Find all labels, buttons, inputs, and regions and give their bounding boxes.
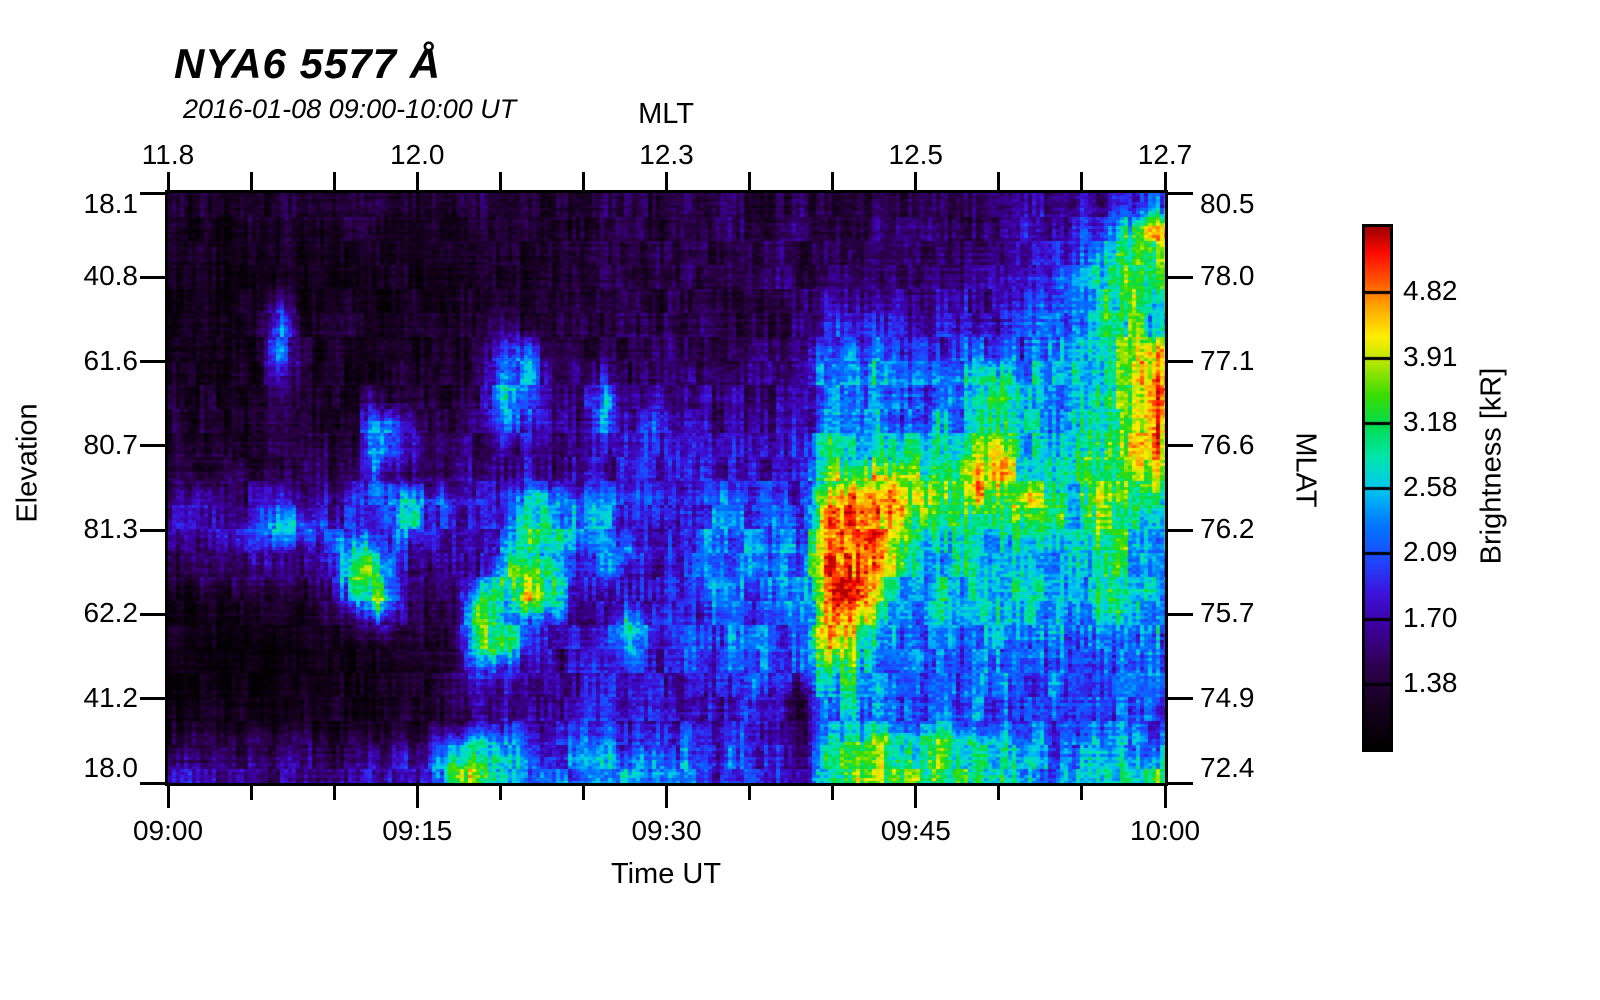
left-tick-label: 62.2 (83, 597, 139, 629)
top-tick-label: 12.5 (888, 139, 944, 170)
bottom-tick (748, 786, 752, 800)
bottom-tick-label: 09:15 (382, 815, 453, 846)
top-tick (249, 172, 253, 190)
top-tick-label: 12.0 (390, 139, 445, 170)
top-tick (914, 172, 918, 190)
left-tick-label: 81.3 (83, 513, 139, 545)
top-tick (166, 172, 170, 190)
bottom-tick-label: 09:00 (132, 815, 204, 846)
bottom-axis-title: Time UT (610, 858, 722, 890)
left-tick (140, 360, 165, 364)
colorbar-canvas (1365, 227, 1390, 749)
right-tick (1168, 697, 1193, 701)
colorbar-frame (1362, 224, 1393, 752)
colorbar-tick-label: 4.82 (1403, 275, 1458, 307)
left-tick-label: 61.6 (83, 344, 139, 376)
right-tick-label: 72.4 (1200, 752, 1255, 783)
right-tick (1168, 528, 1193, 532)
top-tick (997, 172, 1001, 190)
bottom-tick (1163, 786, 1167, 808)
colorbar-tick-label: 2.58 (1403, 471, 1458, 502)
top-tick (498, 172, 502, 190)
top-tick (1080, 172, 1084, 190)
bottom-tick-label: 10:00 (1129, 815, 1201, 846)
right-tick (1168, 275, 1193, 279)
left-tick (140, 275, 165, 279)
right-tick-label: 80.5 (1200, 188, 1255, 219)
right-tick (1168, 781, 1193, 785)
top-tick (415, 172, 419, 190)
colorbar-title: Brightness [kR] (1475, 367, 1508, 565)
bottom-tick-label: 09:30 (631, 815, 702, 846)
left-tick (140, 697, 165, 701)
top-tick (748, 172, 752, 190)
bottom-tick (498, 786, 502, 800)
top-tick (581, 172, 585, 190)
left-tick (140, 191, 165, 195)
left-tick-label: 18.0 (83, 752, 139, 783)
keogram-heatmap-canvas (168, 193, 1165, 783)
colorbar-tick-label: 3.18 (1403, 405, 1458, 437)
right-tick-label: 76.6 (1200, 428, 1255, 460)
left-tick-label: 40.8 (83, 260, 139, 292)
right-tick (1168, 360, 1193, 364)
left-tick (140, 781, 165, 785)
bottom-tick (166, 786, 170, 808)
left-tick-label: 41.2 (83, 681, 139, 713)
bottom-tick (914, 786, 918, 808)
bottom-tick (997, 786, 1001, 800)
colorbar-tick-label: 1.70 (1403, 601, 1458, 633)
bottom-tick (581, 786, 585, 800)
left-tick (140, 528, 165, 532)
bottom-tick (1080, 786, 1084, 800)
top-tick-label: 12.7 (1137, 139, 1193, 170)
right-tick-label: 74.9 (1200, 681, 1255, 713)
right-axis-title: MLAT (1289, 432, 1322, 508)
top-tick (831, 172, 835, 190)
right-tick (1168, 444, 1193, 448)
right-tick-label: 78.0 (1200, 260, 1255, 292)
bottom-tick (665, 786, 668, 808)
top-axis-title: MLT (638, 98, 694, 130)
colorbar-tick-label: 3.91 (1403, 340, 1458, 372)
colorbar-tick-label: 2.09 (1403, 536, 1458, 568)
right-tick-label: 75.7 (1200, 597, 1255, 629)
bottom-tick-label: 09:45 (880, 815, 951, 846)
left-tick (140, 444, 165, 448)
left-tick-label: 18.1 (83, 188, 139, 219)
right-tick (1168, 612, 1193, 616)
bottom-tick (415, 786, 419, 808)
bottom-tick (249, 786, 253, 800)
colorbar-tick-label: 1.38 (1403, 666, 1458, 698)
top-tick (1163, 172, 1167, 190)
right-tick-label: 76.2 (1200, 513, 1255, 545)
top-tick (332, 172, 336, 190)
top-tick-label: 11.8 (141, 139, 195, 170)
page-title: NYA6 5577 Å (174, 40, 442, 87)
top-tick (665, 172, 668, 190)
subtitle: 2016-01-08 09:00-10:00 UT (183, 94, 517, 124)
bottom-tick (332, 786, 336, 800)
right-tick-label: 77.1 (1200, 344, 1255, 376)
plot-area-frame (165, 190, 1168, 786)
top-tick-label: 12.3 (639, 139, 694, 170)
bottom-tick (831, 786, 835, 800)
left-tick (140, 612, 165, 616)
left-axis-title: Elevation (11, 403, 44, 523)
right-tick (1168, 191, 1193, 195)
left-tick-label: 80.7 (83, 428, 139, 460)
